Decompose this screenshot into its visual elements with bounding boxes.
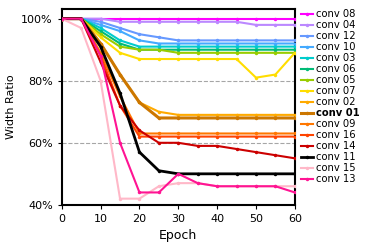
Legend: conv 08, conv 04, conv 12, conv 10, conv 03, conv 06, conv 05, conv 07, conv 02,: conv 08, conv 04, conv 12, conv 10, conv… [297, 5, 364, 188]
X-axis label: Epoch: Epoch [159, 229, 198, 243]
Y-axis label: Width Ratio: Width Ratio [6, 75, 16, 139]
